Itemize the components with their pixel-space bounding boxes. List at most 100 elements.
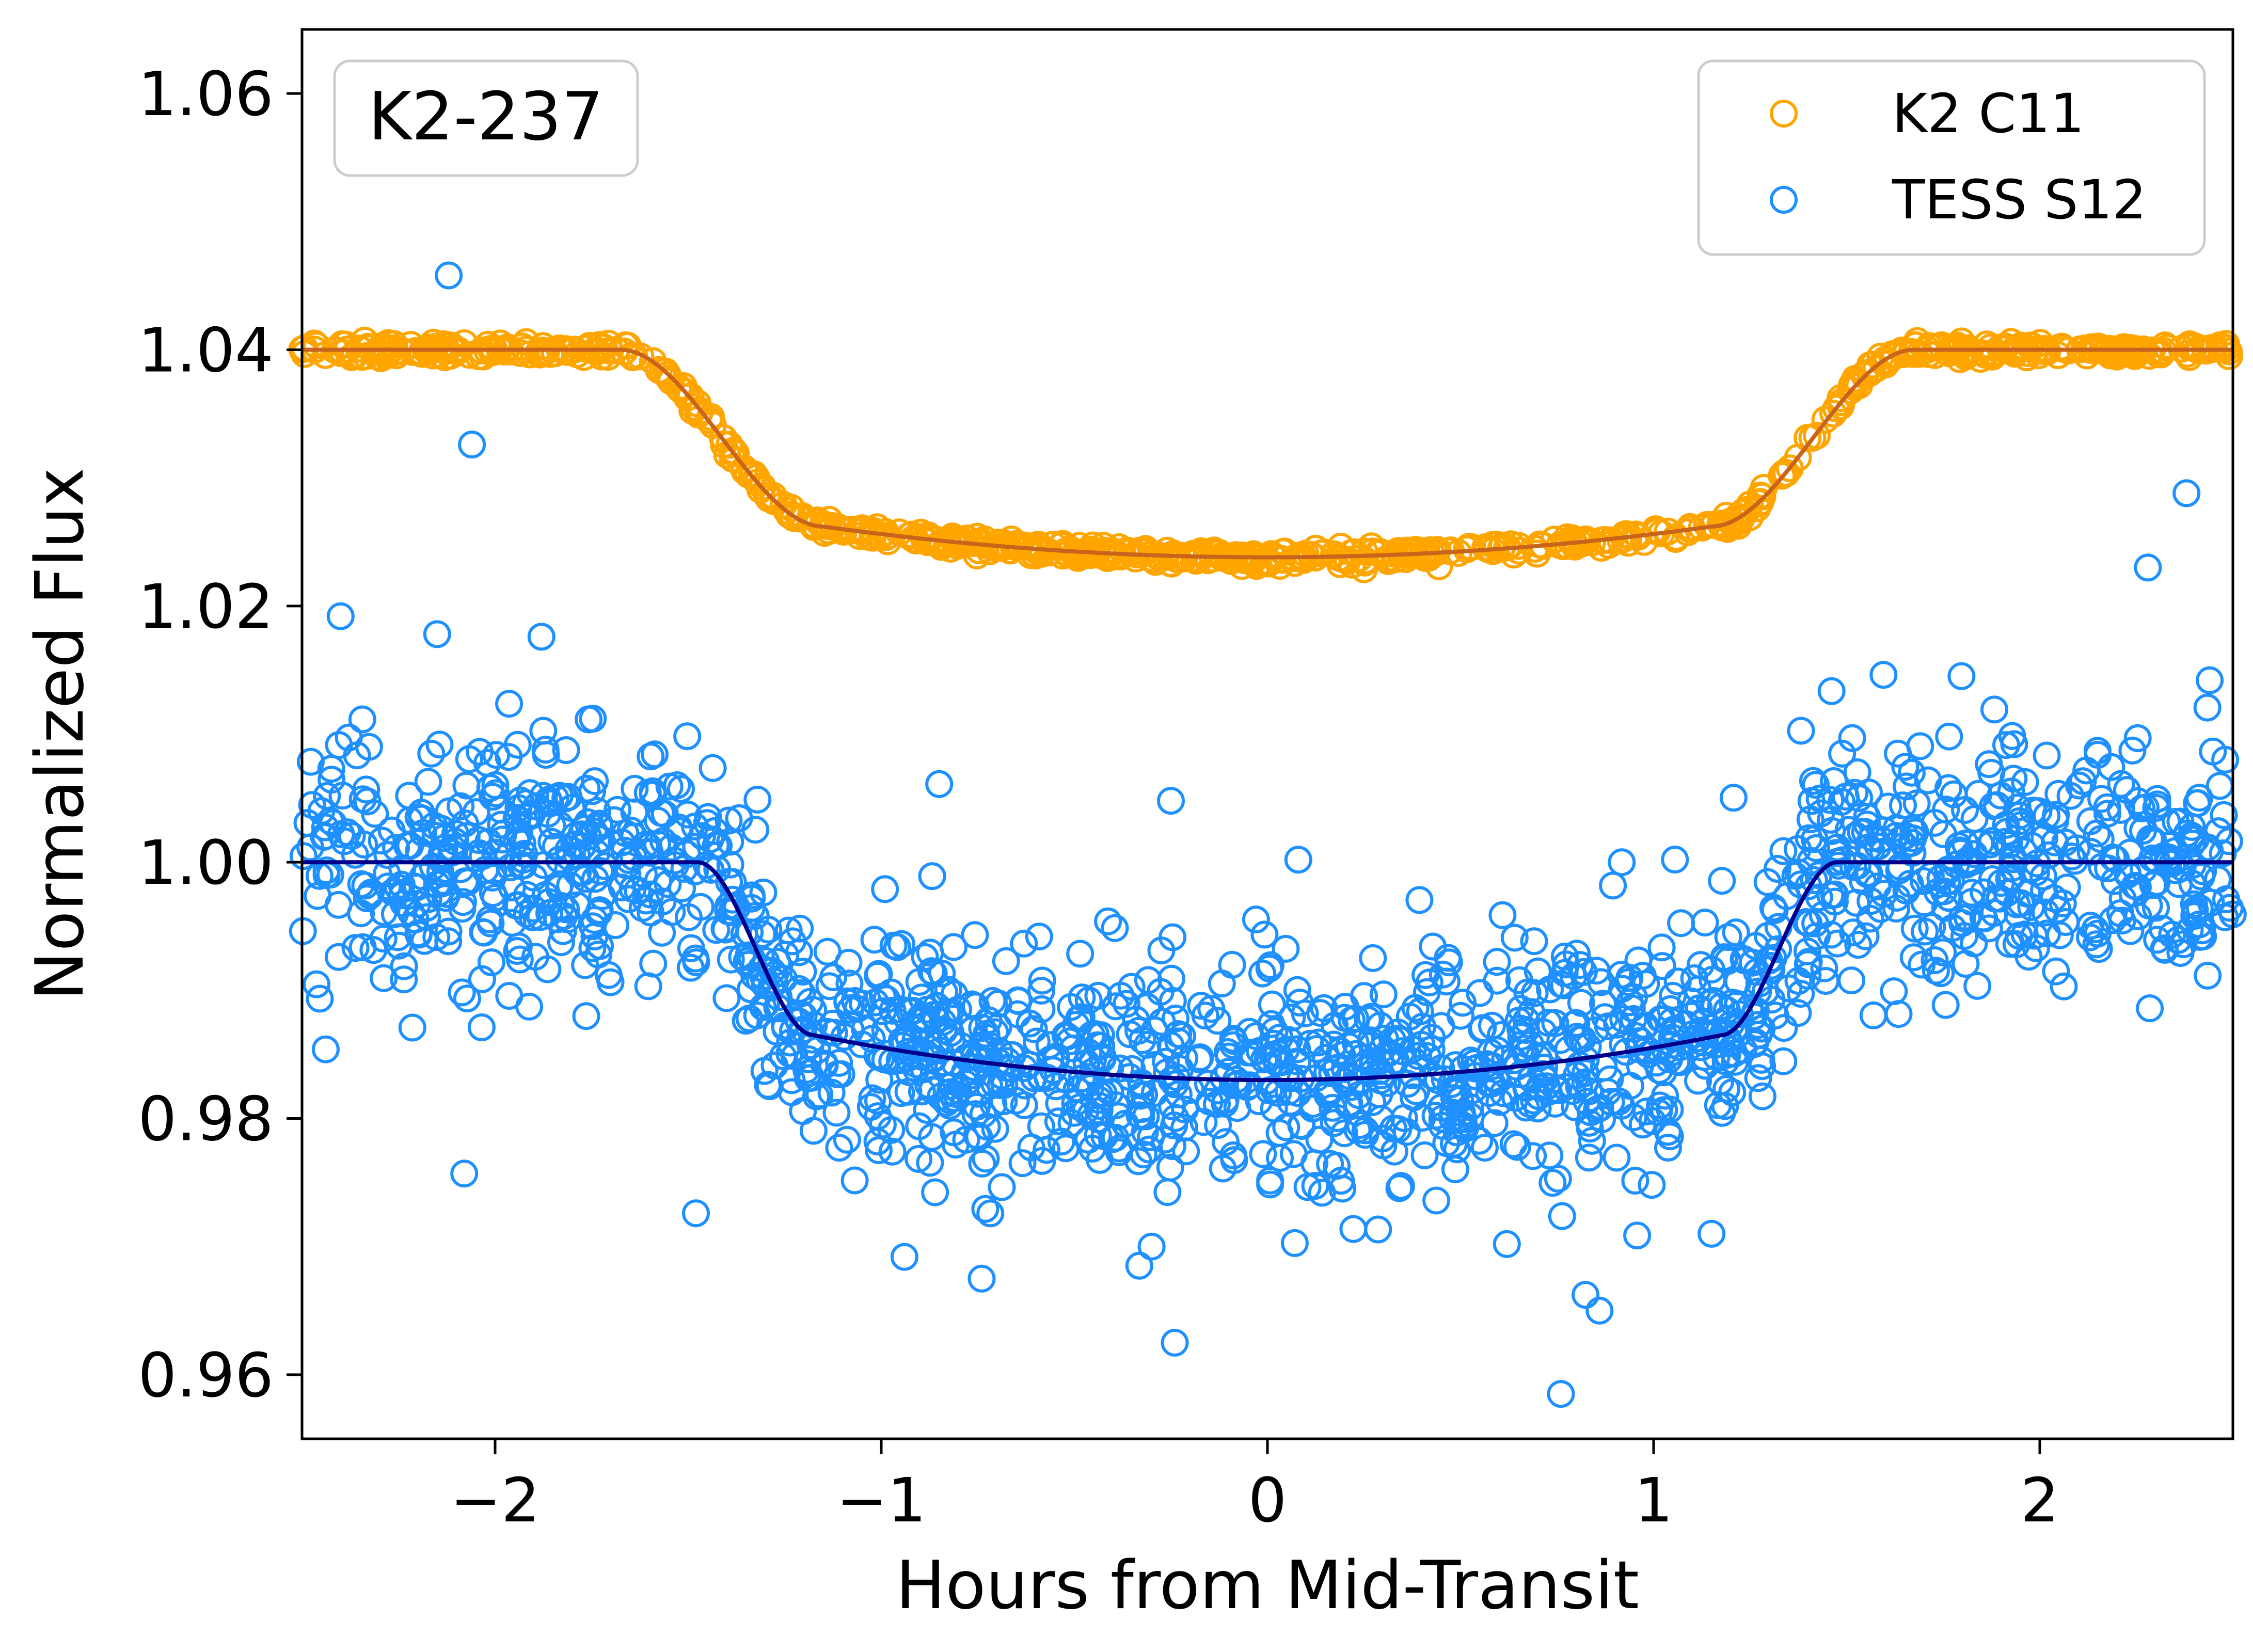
data-point xyxy=(1027,977,1055,1005)
data-point xyxy=(917,957,945,986)
data-point xyxy=(298,791,326,819)
data-point xyxy=(613,851,641,880)
data-point xyxy=(1512,1016,1540,1044)
data-point xyxy=(448,895,477,923)
data-point xyxy=(1589,990,1617,1018)
data-point xyxy=(1385,1174,1414,1202)
x-tick-label: 1 xyxy=(1634,1465,1673,1536)
data-point xyxy=(1415,968,1443,997)
data-point xyxy=(648,358,676,386)
data-point xyxy=(1249,1140,1277,1168)
data-point xyxy=(712,984,741,1012)
data-point xyxy=(746,475,774,504)
data-point xyxy=(1126,1082,1154,1110)
data-point xyxy=(1561,1093,1589,1121)
data-point-outlier xyxy=(1284,846,1312,874)
data-point xyxy=(1992,828,2020,856)
data-point xyxy=(1256,1170,1284,1199)
data-point xyxy=(567,820,596,849)
data-point xyxy=(1512,1093,1540,1122)
data-point xyxy=(686,398,714,426)
data-point xyxy=(1052,1134,1080,1163)
data-point xyxy=(348,705,376,734)
data-point xyxy=(2016,331,2044,360)
data-point xyxy=(531,881,560,909)
data-point xyxy=(958,1016,987,1044)
data-point xyxy=(586,857,614,885)
data-point xyxy=(1929,938,1957,966)
data-point xyxy=(1687,1016,1716,1045)
data-point xyxy=(1547,970,1575,998)
data-point xyxy=(352,342,380,370)
data-point xyxy=(1870,880,1898,908)
ticks-layer: −2 −1 0 1 2 0.96 0.98 1.00 1.02 1.04 1.06 xyxy=(138,58,2059,1536)
data-point xyxy=(385,931,413,960)
data-point xyxy=(1993,879,2021,907)
data-point xyxy=(717,945,745,974)
data-point-outlier xyxy=(2134,553,2162,582)
data-point xyxy=(1855,779,1883,807)
data-point xyxy=(1654,1118,1682,1146)
data-point xyxy=(611,819,640,847)
data-point xyxy=(1911,917,1939,946)
data-point xyxy=(1138,545,1167,574)
data-point xyxy=(968,1149,996,1178)
data-point xyxy=(921,1178,949,1206)
data-point xyxy=(1578,1126,1606,1155)
data-point xyxy=(1081,1020,1109,1049)
data-point xyxy=(533,955,562,983)
data-point xyxy=(1020,1064,1048,1092)
data-point xyxy=(655,772,684,801)
data-point xyxy=(1822,394,1850,423)
data-point xyxy=(911,943,939,971)
data-point xyxy=(2106,899,2134,927)
data-point xyxy=(878,1137,907,1166)
data-point xyxy=(1857,887,1885,915)
data-point xyxy=(673,722,702,751)
data-point xyxy=(961,921,989,949)
data-point xyxy=(399,338,427,366)
data-point xyxy=(1278,1004,1306,1032)
data-point xyxy=(1691,909,1719,936)
data-point-outlier xyxy=(925,770,954,798)
data-point-outlier xyxy=(1547,1380,1575,1408)
data-point xyxy=(1935,722,1963,751)
data-point xyxy=(1870,816,1898,845)
data-point xyxy=(1863,872,1892,901)
data-point xyxy=(1719,784,1748,812)
data-point xyxy=(754,484,783,513)
data-point xyxy=(1066,940,1094,968)
data-point xyxy=(1840,373,1868,401)
data-point xyxy=(1841,779,1869,807)
data-point xyxy=(1084,981,1113,1010)
data-point xyxy=(1257,1010,1286,1038)
data-point xyxy=(865,1136,893,1164)
data-point xyxy=(667,775,695,803)
data-point xyxy=(1153,1178,1182,1206)
data-point xyxy=(1628,1110,1657,1139)
data-point xyxy=(370,964,398,992)
data-point xyxy=(2083,819,2111,848)
data-point-outlier xyxy=(326,602,355,630)
data-point xyxy=(1798,424,1827,452)
data-point xyxy=(479,864,507,892)
model-line-tess-s12 xyxy=(302,860,2233,1083)
data-point xyxy=(639,949,668,978)
data-point xyxy=(563,891,592,919)
legend-label-tess: TESS S12 xyxy=(1892,168,2147,231)
data-point xyxy=(1992,811,2020,839)
data-point xyxy=(303,970,331,998)
data-point xyxy=(992,947,1020,975)
data-point xyxy=(1787,980,1815,1008)
data-point xyxy=(545,846,574,874)
data-point xyxy=(1931,991,1960,1019)
data-point xyxy=(908,1077,936,1106)
data-point xyxy=(351,871,379,900)
data-point xyxy=(1191,1002,1219,1030)
data-point xyxy=(578,777,607,805)
data-point xyxy=(313,782,341,810)
data-point xyxy=(324,891,353,919)
data-point xyxy=(2013,343,2041,372)
data-point xyxy=(1320,1030,1348,1059)
data-point xyxy=(849,990,877,1018)
